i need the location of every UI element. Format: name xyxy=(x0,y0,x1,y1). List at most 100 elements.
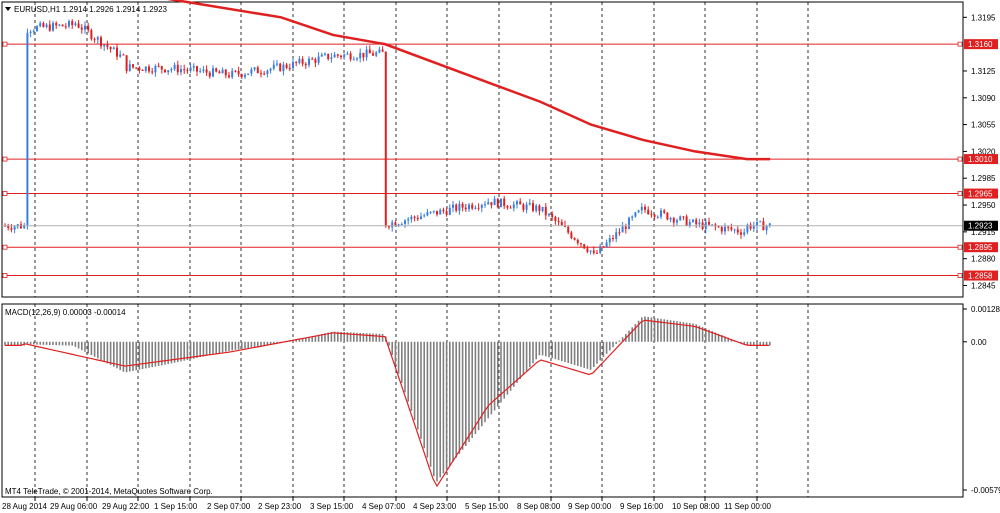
candle-body xyxy=(343,54,346,58)
candle-body xyxy=(759,221,762,223)
price-tick-label: 1.3125 xyxy=(971,67,996,76)
price-pane[interactable]: EURUSD,H1 1.2914 1.2926 1.2914 1.2923 xyxy=(1,0,964,298)
candle-body xyxy=(90,30,93,40)
candle-body xyxy=(388,226,390,228)
candle-body xyxy=(400,223,403,225)
macd-axis[interactable]: 0.00128 0.00 -0.00579 xyxy=(962,304,1000,497)
price-tick-label: 1.3090 xyxy=(971,94,996,103)
candle-body xyxy=(151,71,154,73)
candle-body xyxy=(269,68,272,71)
candle-body xyxy=(650,214,653,216)
candles xyxy=(4,19,771,255)
candle-body xyxy=(458,203,461,211)
candle-body xyxy=(314,59,317,63)
level-price-tag xyxy=(964,270,998,281)
candle-body xyxy=(589,250,592,252)
candle-body xyxy=(375,52,378,56)
price-axis[interactable]: 1.3195 1.3125 1.3090 1.3055 1.3020 1.2985 1.29… xyxy=(962,2,998,297)
time-label: 9 Sep 00:00 xyxy=(568,502,612,511)
candle-body xyxy=(189,67,192,71)
candle-body xyxy=(237,70,240,75)
candle-body xyxy=(749,224,752,229)
candle-body xyxy=(698,222,701,225)
candle-body xyxy=(669,217,672,220)
candle-body xyxy=(592,250,595,253)
candle-body xyxy=(442,209,445,212)
level-handle xyxy=(957,273,963,278)
candle-body xyxy=(685,216,688,226)
candle-body xyxy=(138,67,141,71)
dropdown-triangle-icon[interactable] xyxy=(5,7,11,11)
candle-body xyxy=(362,52,365,58)
candle-body xyxy=(224,69,227,76)
macd-tick-label: -0.00579 xyxy=(971,486,1000,495)
candle-body xyxy=(276,63,278,65)
candle-body xyxy=(509,207,512,209)
candle-body xyxy=(160,66,163,70)
candle-body xyxy=(218,71,221,74)
candle-body xyxy=(695,219,698,225)
candle-body xyxy=(119,54,122,57)
price-tick-label: 1.2880 xyxy=(971,255,996,264)
time-label: 11 Sep 00:00 xyxy=(724,502,772,511)
candle-body xyxy=(39,23,42,27)
candle-body xyxy=(285,64,288,68)
candle-body xyxy=(426,212,429,216)
candle-body xyxy=(132,64,134,68)
candle-body xyxy=(573,238,576,240)
candle-body xyxy=(298,58,301,63)
candle-body xyxy=(295,61,298,63)
candle-body xyxy=(68,21,70,27)
candle-body xyxy=(711,224,714,226)
level-handle xyxy=(2,156,8,162)
candle-body xyxy=(464,207,467,210)
candle-body xyxy=(480,204,483,208)
symbol-line: EURUSD,H1 1.2914 1.2926 1.2914 1.2923 xyxy=(14,5,168,14)
candle-body xyxy=(522,204,525,210)
level-price-tag xyxy=(964,154,998,165)
candle-body xyxy=(7,225,10,229)
candle-body xyxy=(109,46,112,50)
candle-body xyxy=(608,238,611,243)
candle-body xyxy=(282,64,285,72)
candle-body xyxy=(631,216,634,218)
candle-body xyxy=(167,70,170,73)
candle-body xyxy=(551,213,554,218)
candle-body xyxy=(490,202,493,206)
candle-body xyxy=(173,64,176,70)
candle-body xyxy=(247,73,250,75)
time-axis[interactable]: 28 Aug 2014 29 Aug 06:00 29 Aug 22:00 1 Sep… xyxy=(2,497,772,511)
candle-body xyxy=(368,49,371,54)
level-price-label: 1.2895 xyxy=(968,243,993,252)
price-tick-label: 1.3020 xyxy=(971,147,996,156)
candle-body xyxy=(733,229,736,231)
candle-body xyxy=(279,63,282,72)
vertical-grid-macd xyxy=(34,304,809,497)
candle-body xyxy=(106,44,109,47)
macd-pane[interactable]: MACD(12,26,9) 0.00003 -0.00014 MT4 TeleT… xyxy=(1,303,964,498)
candle-body xyxy=(260,73,262,75)
candle-body xyxy=(615,232,618,239)
candle-body xyxy=(128,64,131,72)
candle-body xyxy=(55,23,58,26)
candle-body xyxy=(84,25,86,30)
copyright-text: MT4 TeleTrade, © 2001-2014, MetaQuotes S… xyxy=(5,487,213,496)
moving-average-line xyxy=(166,0,770,161)
candle-body xyxy=(154,65,157,73)
candle-body xyxy=(743,232,746,235)
candle-body xyxy=(356,58,358,60)
candle-body xyxy=(727,226,730,228)
candle-body xyxy=(730,227,733,230)
candle-body xyxy=(64,26,67,28)
level-handle xyxy=(957,191,963,196)
candle-body xyxy=(708,221,710,225)
candle-body xyxy=(112,47,115,50)
candle-body xyxy=(231,70,234,78)
level-handle xyxy=(957,156,963,162)
candle-body xyxy=(378,49,381,53)
candle-body xyxy=(45,24,48,27)
candle-body xyxy=(176,64,179,73)
symbol-header: EURUSD,H1 1.2914 1.2926 1.2914 1.2923 xyxy=(5,5,168,14)
candle-body xyxy=(256,67,259,74)
candle-body xyxy=(349,53,352,60)
